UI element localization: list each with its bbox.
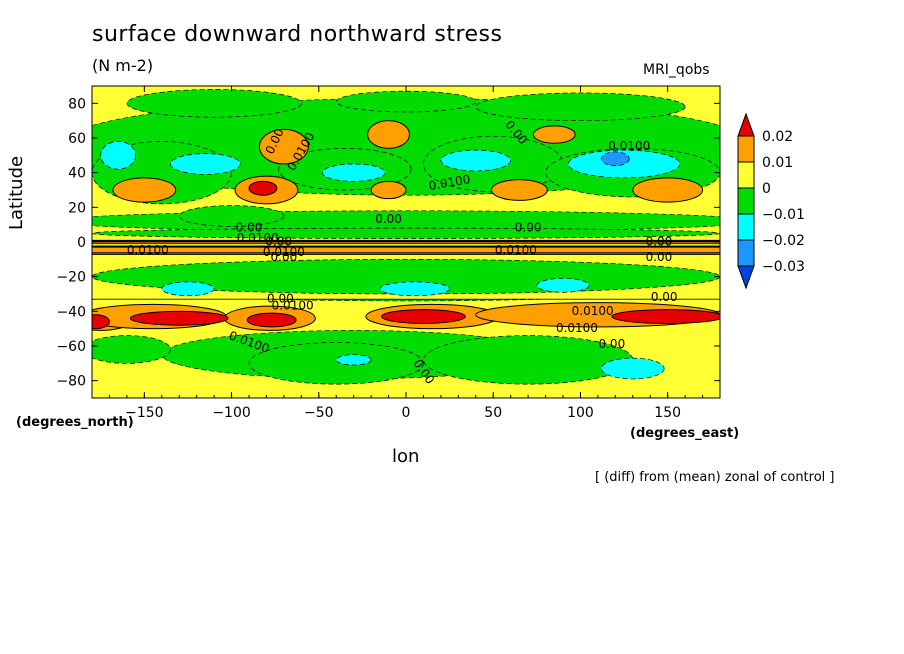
contour-region-28 bbox=[381, 309, 466, 324]
x-tick-label-3: 0 bbox=[402, 405, 411, 421]
contour-region-33 bbox=[321, 163, 386, 182]
contour-region-5 bbox=[126, 89, 302, 118]
y-tick-label-0: −80 bbox=[56, 374, 86, 390]
y-tick-label-7: 60 bbox=[68, 131, 86, 147]
colorbar-label-5: −0.03 bbox=[762, 259, 805, 275]
colorbar-bottom-arrow bbox=[737, 265, 755, 290]
contour-label-13: 0.0100 bbox=[495, 243, 537, 257]
y-tick-label-6: 40 bbox=[68, 166, 86, 182]
contour-region-25 bbox=[370, 180, 407, 200]
contour-region-26 bbox=[129, 310, 229, 326]
contour-label-15: 0.00 bbox=[646, 250, 673, 264]
contour-label-11: 0.00 bbox=[271, 250, 298, 264]
contour-region-24 bbox=[632, 177, 704, 203]
y-tick-label-4: 0 bbox=[77, 235, 86, 251]
contour-region-34 bbox=[440, 149, 512, 172]
contour-region-13 bbox=[92, 227, 720, 239]
contour-label-5: 0.00 bbox=[375, 212, 402, 226]
contour-region-7 bbox=[475, 92, 686, 122]
chart-units: (N m-2) bbox=[92, 56, 154, 75]
colorbar-label-0: 0.02 bbox=[762, 129, 793, 145]
y-tick-label-2: −40 bbox=[56, 304, 86, 320]
contour-label-19: 0.0100 bbox=[572, 304, 614, 318]
contour-region-15 bbox=[248, 342, 424, 385]
contour-region-38 bbox=[536, 278, 590, 293]
colorbar-swatch-3 bbox=[737, 187, 755, 215]
x-tick-label-1: −100 bbox=[212, 405, 250, 421]
contour-label-3: 0.0100 bbox=[608, 139, 650, 153]
contour-region-30 bbox=[92, 314, 110, 330]
colorbar-swatch-4 bbox=[737, 213, 755, 241]
contour-region-36 bbox=[161, 281, 215, 297]
contour-region-41 bbox=[248, 180, 278, 196]
plot-area bbox=[92, 86, 720, 398]
x-tick-label-5: 100 bbox=[567, 405, 594, 421]
contour-region-18 bbox=[112, 177, 177, 203]
contour-label-12: 0.00 bbox=[515, 221, 542, 235]
model-name: MRI_qobs bbox=[643, 62, 710, 78]
y-tick-label-1: −60 bbox=[56, 339, 86, 355]
zonal-band-2 bbox=[92, 246, 720, 253]
colorbar-swatch-2 bbox=[737, 161, 755, 189]
y-tick-label-8: 80 bbox=[68, 96, 86, 112]
contour-label-7: 0.0100 bbox=[237, 231, 279, 245]
x-tick-label-4: 50 bbox=[484, 405, 502, 421]
contour-label-17: 0.0100 bbox=[272, 299, 314, 313]
contour-region-40 bbox=[335, 354, 372, 366]
contour-region-27 bbox=[246, 312, 297, 328]
axes: −150 −100 −50 0 50 100 150 −80 −60 −40 −20 0 20 40 60 8… bbox=[56, 86, 720, 421]
chart-title: surface downward northward stress bbox=[92, 22, 503, 47]
y-axis-unit: (degrees_north) bbox=[16, 415, 134, 430]
contour-region-22 bbox=[490, 179, 548, 201]
x-tick-label-0: −150 bbox=[125, 405, 163, 421]
contour-region-37 bbox=[379, 281, 450, 297]
contour-region-23 bbox=[532, 125, 576, 144]
colorbar-label-3: −0.01 bbox=[762, 207, 805, 223]
zonal-band-1 bbox=[92, 241, 720, 245]
colorbar-label-1: 0.01 bbox=[762, 155, 793, 171]
contour-label-8: 0.00 bbox=[265, 235, 292, 249]
x-tick-label-2: −50 bbox=[304, 405, 334, 421]
contour-label-22: 0.00 bbox=[598, 337, 625, 351]
contour-label-16: 0.00 bbox=[267, 292, 294, 306]
colorbar-label-2: 0 bbox=[762, 181, 771, 197]
contour-region-29 bbox=[611, 309, 720, 324]
contour-label-9: 0.0100 bbox=[127, 243, 169, 257]
contour-region-42 bbox=[601, 151, 630, 167]
y-tick-label-3: −20 bbox=[56, 270, 86, 286]
y-tick-label-5: 20 bbox=[68, 200, 86, 216]
contour-label-20: 0.0100 bbox=[556, 321, 598, 335]
colorbar-top-arrow bbox=[737, 112, 755, 137]
contour-region-32 bbox=[170, 153, 241, 175]
colorbar-swatch-1 bbox=[737, 135, 755, 163]
x-axis-unit: (degrees_east) bbox=[630, 426, 740, 441]
contour-region-31 bbox=[100, 141, 136, 170]
contour-region-20 bbox=[258, 128, 309, 165]
contour-region-39 bbox=[601, 357, 665, 380]
contour-region-12 bbox=[178, 205, 285, 227]
contour-label-6: 0.00 bbox=[236, 221, 263, 235]
contour-region-17 bbox=[92, 335, 171, 364]
contour-region-6 bbox=[335, 90, 477, 113]
contour-label-21: 0.00 bbox=[651, 290, 678, 304]
x-tick-label-6: 150 bbox=[654, 405, 681, 421]
comparison-note: [ (diff) from (mean) zonal of control ] bbox=[595, 470, 835, 485]
colorbar: 0.02 0.01 0 −0.01 −0.02 −0.03 bbox=[737, 112, 805, 290]
contour-region-21 bbox=[367, 120, 410, 149]
contour-label-10: 0.0100 bbox=[263, 245, 305, 259]
colorbar-label-4: −0.02 bbox=[762, 233, 805, 249]
colorbar-swatch-5 bbox=[737, 239, 755, 267]
contour-label-14: 0.00 bbox=[646, 235, 673, 249]
x-axis-label: lon bbox=[392, 446, 420, 467]
